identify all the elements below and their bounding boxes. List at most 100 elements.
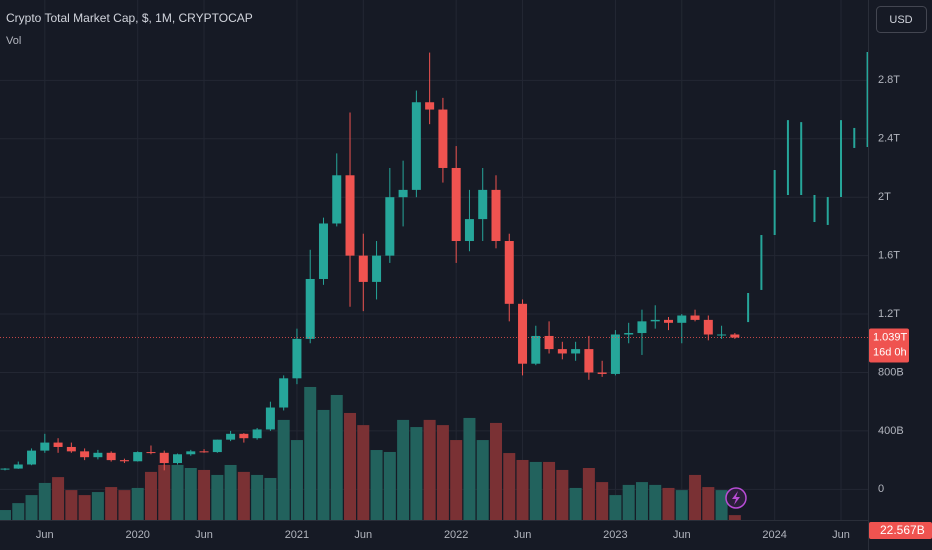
candle-body xyxy=(226,433,236,440)
y-tick-label: 1.6T xyxy=(878,250,900,262)
volume-bar xyxy=(476,440,489,520)
candle-body xyxy=(80,451,90,458)
candle-body xyxy=(571,349,581,354)
x-tick-label: 2024 xyxy=(762,529,786,541)
y-tick-label: 0 xyxy=(878,483,884,495)
volume-bar xyxy=(0,510,11,520)
candle-body xyxy=(730,334,740,338)
candle-body xyxy=(504,241,514,304)
candle-body xyxy=(385,197,395,256)
grid xyxy=(0,0,868,520)
countdown-label: 16d 0h xyxy=(873,346,907,358)
candle-body xyxy=(557,349,567,354)
volume-bar xyxy=(198,469,211,520)
candle-body xyxy=(610,334,620,374)
candle-body xyxy=(146,452,156,454)
candle-body xyxy=(411,102,421,190)
candle-body xyxy=(544,335,554,350)
volume-bar xyxy=(224,464,237,520)
volume-title: Vol xyxy=(6,35,21,47)
y-tick-label: 1.2T xyxy=(878,308,900,320)
candle-body xyxy=(27,450,37,465)
volume-bar xyxy=(635,482,648,520)
volume-bar xyxy=(370,450,383,520)
candle-body xyxy=(252,429,262,439)
x-tick-label: Jun xyxy=(36,529,54,541)
alert-bolt[interactable] xyxy=(732,491,740,505)
candle-body xyxy=(358,255,368,282)
x-tick-label: 2023 xyxy=(603,529,627,541)
volume-bar xyxy=(105,487,118,520)
candle-body xyxy=(318,223,328,279)
volume-bar xyxy=(489,422,502,520)
candle-body xyxy=(106,452,116,461)
volume-bar xyxy=(503,453,516,520)
last-price-badge xyxy=(869,328,909,363)
candle-body xyxy=(664,319,673,323)
volume-bar xyxy=(211,474,224,520)
volume-bar xyxy=(91,492,104,520)
candle-body xyxy=(703,319,713,335)
volume-bar xyxy=(569,487,582,520)
candle-body xyxy=(531,335,541,364)
volume-bar xyxy=(450,440,463,520)
volume-bar xyxy=(728,515,741,520)
volume-bar xyxy=(52,477,65,520)
candle-body xyxy=(239,433,249,439)
volume-bar xyxy=(144,471,157,520)
currency-button[interactable] xyxy=(876,6,927,33)
candle-body xyxy=(438,109,448,168)
candle-body xyxy=(305,278,315,339)
candle-body xyxy=(212,439,222,453)
volume-bar xyxy=(689,474,702,520)
x-tick-label: 2020 xyxy=(125,529,149,541)
y-tick-label: 2T xyxy=(878,191,891,203)
x-tick-label: Jun xyxy=(673,529,691,541)
axis-labels: 0 400B 800B 1.2T 1.6T 2T 2.4T 2.8T Jun 2020 Jun 202… xyxy=(36,74,932,541)
volume-bar xyxy=(344,412,357,520)
candle-body xyxy=(624,333,634,335)
price-pane xyxy=(0,52,869,471)
candle-body xyxy=(398,189,408,198)
volume-bar xyxy=(423,419,436,520)
x-tick-label: Jun xyxy=(832,529,850,541)
volume-bar xyxy=(78,495,91,520)
chart-title: Crypto Total Market Cap, $, 1M, CRYPTOCA… xyxy=(6,11,253,25)
x-tick-label: 2021 xyxy=(285,529,309,541)
candle-body xyxy=(345,175,355,256)
volume-bar xyxy=(436,425,449,520)
volume-bar xyxy=(463,417,476,520)
candle-body xyxy=(491,189,501,242)
alert-icon[interactable] xyxy=(725,487,747,509)
candle-body xyxy=(0,468,10,470)
last-volume-label: 22.567B xyxy=(880,523,925,537)
volume-bar xyxy=(582,468,595,520)
candle-body xyxy=(199,451,209,453)
currency-label[interactable]: USD xyxy=(889,14,912,26)
y-tick-label: 400B xyxy=(878,425,904,437)
volume-bar xyxy=(357,425,370,520)
volume-bar xyxy=(158,464,171,520)
volume-bar xyxy=(556,469,569,520)
candle-body xyxy=(40,442,50,451)
volume-bar xyxy=(38,482,51,520)
volume-bar xyxy=(516,459,529,520)
volume-bar xyxy=(118,490,131,520)
candle-body xyxy=(279,378,289,408)
x-tick-label: Jun xyxy=(354,529,372,541)
candle-body xyxy=(159,452,169,464)
volume-bar xyxy=(12,503,25,520)
volume-bar xyxy=(65,490,78,520)
candle-body xyxy=(650,319,660,322)
candle-body xyxy=(332,175,342,224)
candle-body xyxy=(717,334,727,336)
volume-bar xyxy=(596,482,609,520)
candle-body xyxy=(173,454,183,464)
volume-pane xyxy=(0,386,741,520)
volume-bar xyxy=(237,471,250,520)
volume-bar xyxy=(304,386,317,520)
candle-body xyxy=(518,303,528,364)
volume-bar xyxy=(715,490,728,520)
candle-body xyxy=(690,315,700,320)
